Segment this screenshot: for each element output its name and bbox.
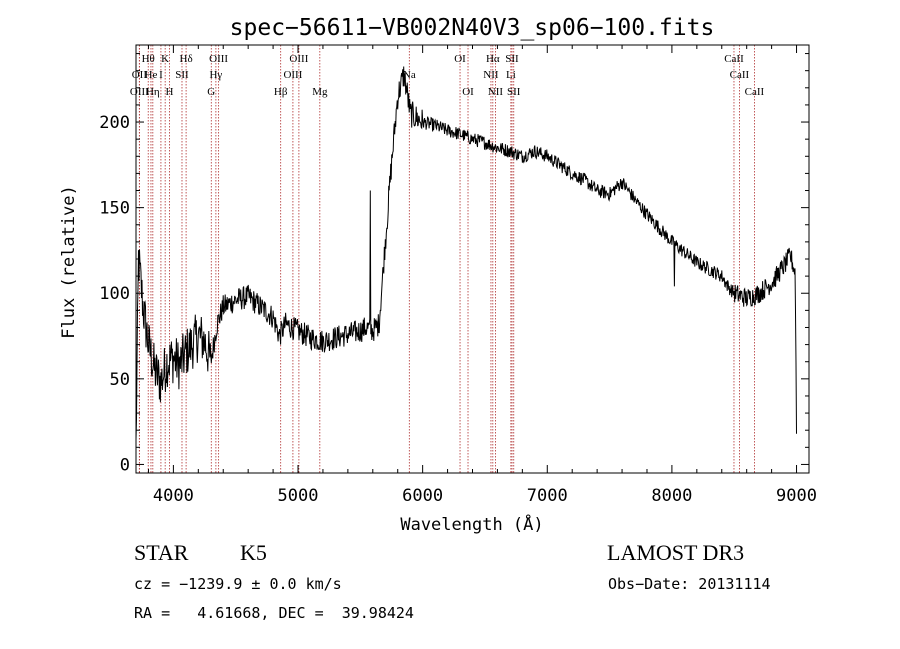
line-marker-label: H (166, 86, 174, 98)
coordinates: RA = 4.61668, DEC = 39.98424 (134, 604, 414, 622)
chart-title: spec−56611−VB002N40V3_sp06−100.fits (230, 15, 715, 41)
x-tick-label: 4000 (153, 486, 194, 506)
y-tick-label: 100 (99, 284, 130, 304)
object-subclass: K5 (240, 540, 267, 565)
line-marker-label: OIII (283, 69, 302, 81)
plot-frame (135, 44, 810, 474)
line-marker-label: Hα (486, 53, 500, 65)
x-tick-label: 9000 (776, 486, 817, 506)
line-marker-label: G (207, 86, 215, 98)
line-marker-label: K (161, 53, 169, 65)
y-axis-label: Flux (relative) (59, 185, 79, 339)
observation-date: Obs−Date: 20131114 (608, 575, 771, 593)
line-marker-label: NII (488, 86, 504, 98)
emission-line-markers (138, 45, 755, 473)
line-marker-label: OI (454, 53, 466, 65)
y-tick-label: 150 (99, 199, 130, 219)
y-tick-label: 0 (120, 455, 130, 475)
x-axis: 4000 5000 6000 7000 8000 9000 (147, 45, 817, 506)
spectrum-line (135, 66, 797, 440)
y-tick-label: 200 (99, 113, 130, 133)
y-tick-label: 50 (110, 370, 130, 390)
x-tick-label: 7000 (527, 486, 568, 506)
object-class: STAR (134, 540, 189, 565)
line-marker-label: Hβ (274, 86, 288, 98)
line-marker-label: OIII (289, 53, 308, 65)
line-marker-label: He (145, 69, 158, 81)
line-marker-label: CaII (730, 69, 750, 81)
line-marker-label: Na (403, 69, 416, 81)
x-tick-label: 5000 (278, 486, 319, 506)
line-marker-label: CaII (745, 86, 765, 98)
line-marker-label: Hδ (180, 53, 193, 65)
line-marker-label: I (159, 69, 163, 81)
line-marker-label: OIII (209, 53, 228, 65)
y-axis: 0 50 100 150 200 (99, 53, 809, 475)
line-marker-label: OI (462, 86, 474, 98)
line-marker-label: SII (507, 86, 521, 98)
line-marker-label: Mg (312, 86, 328, 98)
line-marker-label: OIII (130, 86, 149, 98)
line-marker-label: NII (483, 69, 499, 81)
line-marker-label: Hη (146, 86, 160, 98)
line-marker-label: Hθ (142, 53, 155, 65)
line-marker-label: CaII (724, 53, 744, 65)
redshift-velocity: cz = −1239.9 ± 0.0 km/s (134, 575, 342, 593)
line-marker-label: SII (505, 53, 519, 65)
line-marker-label: Li (506, 69, 516, 81)
x-tick-label: 6000 (402, 486, 443, 506)
survey-label: LAMOST DR3 (607, 540, 745, 565)
line-marker-label: Hγ (209, 69, 222, 81)
x-axis-label: Wavelength (Å) (400, 513, 543, 535)
x-tick-label: 8000 (651, 486, 692, 506)
line-marker-label: SII (175, 69, 189, 81)
